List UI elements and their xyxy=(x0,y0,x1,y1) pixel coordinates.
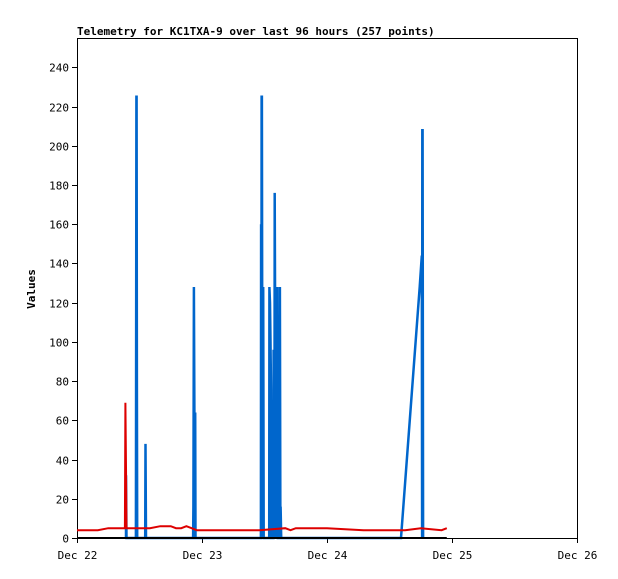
series-line-2 xyxy=(77,402,448,532)
y-tick-label: 0 xyxy=(62,533,69,546)
y-tick-label: 20 xyxy=(56,494,69,507)
x-tick-label: Dec 22 xyxy=(58,549,98,562)
y-tick-label: 60 xyxy=(56,415,69,428)
y-tick-label: 200 xyxy=(49,141,69,154)
series-line-1 xyxy=(124,95,425,540)
y-tick-label: 140 xyxy=(49,258,69,271)
y-tick-label: 80 xyxy=(56,376,69,389)
x-tick-label: Dec 26 xyxy=(558,549,598,562)
y-tick-label: 100 xyxy=(49,337,69,350)
plot-frame xyxy=(77,38,578,539)
series-layer xyxy=(77,95,448,540)
y-tick-label: 160 xyxy=(49,219,69,232)
y-axis: 0 20 40 60 80 100 120 140 160 180 200 220 240 xyxy=(49,62,77,546)
y-tick-label: 240 xyxy=(49,62,69,75)
y-tick-label: 180 xyxy=(49,180,69,193)
y-axis-title: Values xyxy=(25,269,38,309)
x-tick-label: Dec 23 xyxy=(183,549,223,562)
y-tick-label: 120 xyxy=(49,298,69,311)
x-axis: Dec 22 Dec 23 Dec 24 Dec 25 Dec 26 xyxy=(58,538,598,562)
x-tick-label: Dec 24 xyxy=(308,549,348,562)
chart-title: Telemetry for KC1TXA-9 over last 96 hour… xyxy=(77,25,435,38)
y-tick-label: 40 xyxy=(56,455,69,468)
x-tick-label: Dec 25 xyxy=(433,549,473,562)
y-tick-label: 220 xyxy=(49,102,69,115)
